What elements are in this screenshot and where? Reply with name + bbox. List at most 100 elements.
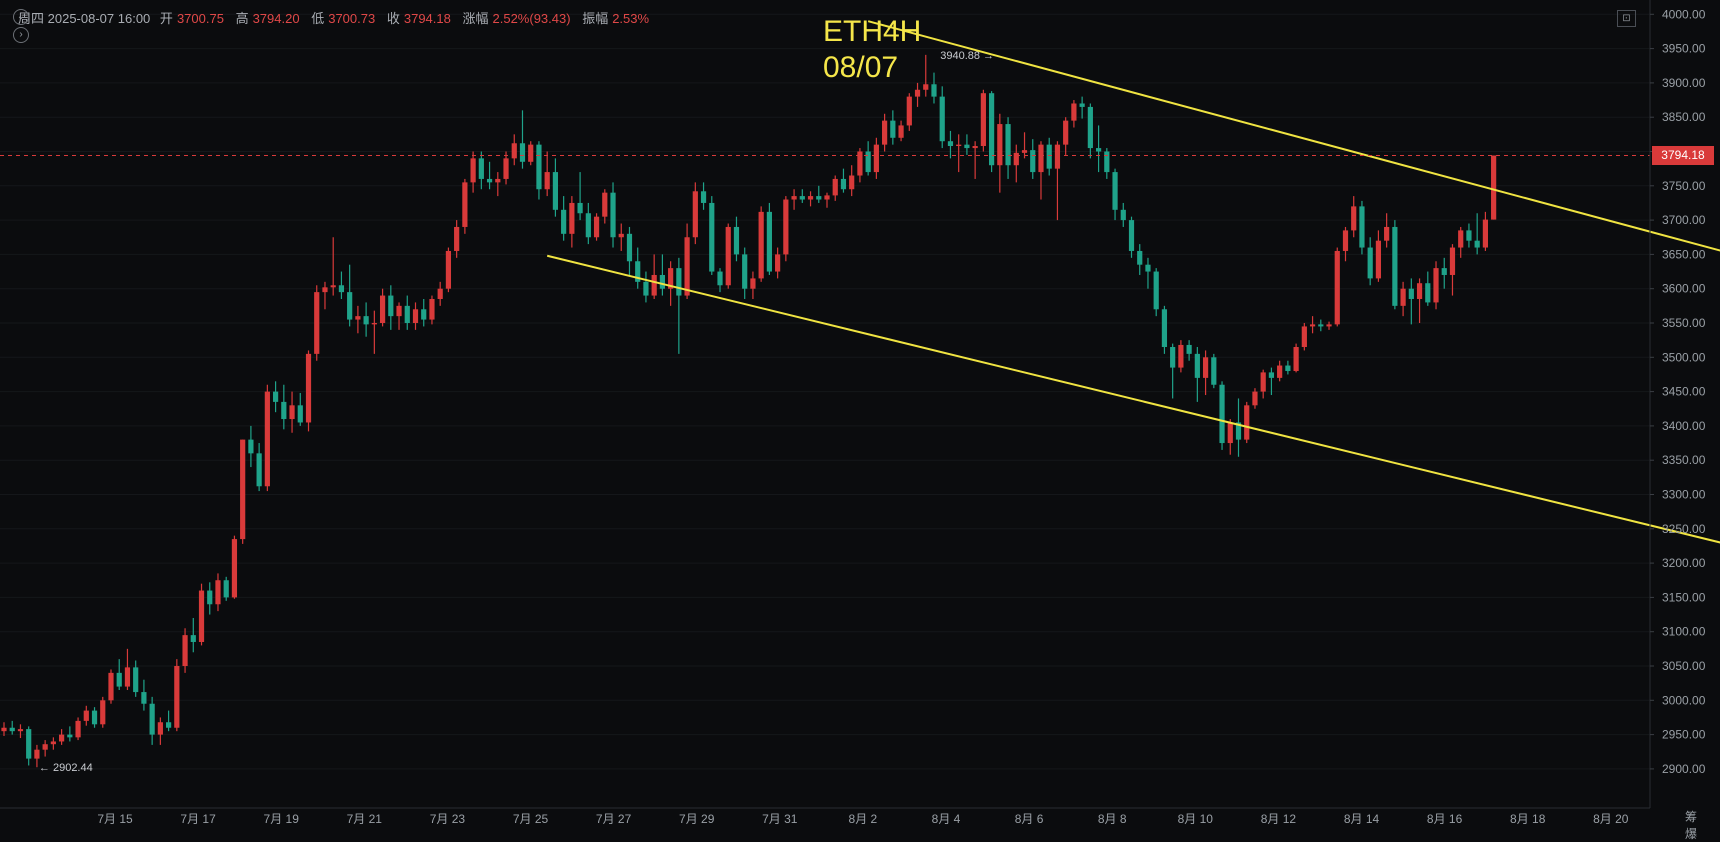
candle[interactable]: [17, 724, 24, 739]
candle[interactable]: [1384, 213, 1390, 248]
candle-body[interactable]: [684, 237, 690, 296]
candle[interactable]: [371, 310, 377, 354]
candle[interactable]: [83, 705, 89, 726]
candle[interactable]: [486, 161, 493, 190]
candle-body[interactable]: [1392, 226, 1398, 306]
candle[interactable]: [898, 120, 904, 142]
candle[interactable]: [421, 298, 427, 327]
candle-body[interactable]: [585, 213, 591, 238]
candle-body[interactable]: [429, 298, 435, 320]
candle-body[interactable]: [1, 727, 7, 732]
candle-body[interactable]: [709, 202, 715, 272]
candle-body[interactable]: [1425, 283, 1431, 303]
candle-body[interactable]: [783, 199, 789, 255]
candle[interactable]: [133, 660, 139, 697]
candle-body[interactable]: [742, 254, 748, 289]
candle[interactable]: [190, 617, 196, 653]
candle-body[interactable]: [75, 720, 81, 738]
candle-body[interactable]: [1449, 247, 1456, 275]
candle[interactable]: [412, 302, 419, 330]
candle-body[interactable]: [1375, 240, 1382, 279]
candle[interactable]: [1153, 268, 1159, 317]
candle[interactable]: [478, 151, 484, 190]
candle[interactable]: [684, 223, 690, 299]
candle-body[interactable]: [149, 703, 155, 735]
candle-body[interactable]: [133, 667, 139, 693]
candle-body[interactable]: [396, 305, 402, 317]
candle-body[interactable]: [939, 96, 945, 142]
candle-body[interactable]: [923, 84, 929, 90]
candle-body[interactable]: [1416, 283, 1423, 299]
candle[interactable]: [1285, 360, 1291, 375]
candle[interactable]: [873, 137, 879, 179]
candle[interactable]: [1334, 247, 1340, 327]
candle-body[interactable]: [59, 734, 65, 742]
candle-body[interactable]: [989, 93, 995, 166]
candle-body[interactable]: [1063, 120, 1069, 145]
candle[interactable]: [593, 213, 600, 241]
candle[interactable]: [264, 384, 270, 492]
candle[interactable]: [1474, 213, 1480, 255]
candle[interactable]: [561, 196, 567, 241]
candle-body[interactable]: [536, 144, 542, 190]
candle[interactable]: [659, 254, 665, 296]
candle[interactable]: [1326, 321, 1332, 330]
candle-body[interactable]: [593, 216, 600, 238]
candle[interactable]: [791, 189, 797, 210]
candle-body[interactable]: [1301, 326, 1307, 348]
candle-body[interactable]: [964, 144, 970, 149]
candle[interactable]: [626, 226, 633, 275]
candle-body[interactable]: [470, 158, 476, 183]
candle-body[interactable]: [1202, 357, 1209, 378]
candle[interactable]: [799, 189, 805, 203]
candle-body[interactable]: [207, 590, 213, 605]
candle-body[interactable]: [956, 144, 962, 147]
candle-body[interactable]: [198, 590, 205, 642]
candle-body[interactable]: [100, 700, 106, 725]
candle-body[interactable]: [412, 309, 419, 323]
candle[interactable]: [1482, 211, 1488, 251]
candle[interactable]: [783, 196, 789, 262]
candle-body[interactable]: [717, 271, 723, 286]
candle[interactable]: [1030, 139, 1036, 179]
candle-body[interactable]: [1342, 230, 1349, 251]
candle[interactable]: [750, 271, 756, 299]
candle[interactable]: [775, 247, 781, 279]
candle-body[interactable]: [602, 192, 608, 217]
candle[interactable]: [141, 679, 147, 711]
candle[interactable]: [198, 583, 205, 646]
candle[interactable]: [914, 82, 921, 107]
candle-body[interactable]: [17, 729, 24, 732]
candle[interactable]: [1186, 340, 1192, 361]
candle-body[interactable]: [1260, 372, 1266, 392]
candle-body[interactable]: [305, 353, 312, 423]
candle[interactable]: [1449, 244, 1456, 296]
candle[interactable]: [1375, 230, 1382, 282]
candle[interactable]: [1128, 216, 1135, 258]
candle[interactable]: [207, 582, 213, 615]
candle[interactable]: [34, 744, 40, 768]
candle-body[interactable]: [914, 89, 921, 97]
candle-body[interactable]: [725, 226, 731, 286]
candle-body[interactable]: [256, 453, 262, 487]
candle-body[interactable]: [857, 151, 863, 176]
candle[interactable]: [297, 392, 303, 426]
candle-body[interactable]: [42, 744, 48, 750]
candle-body[interactable]: [454, 226, 460, 251]
candle-body[interactable]: [824, 195, 830, 200]
trendlines[interactable]: [546, 20, 1720, 584]
candle[interactable]: [1491, 155, 1497, 220]
candle-body[interactable]: [626, 233, 633, 262]
candle[interactable]: [1235, 398, 1242, 457]
collapse-chevron-icon[interactable]: ⌄: [13, 9, 29, 25]
candle-body[interactable]: [486, 178, 493, 183]
candle-body[interactable]: [240, 439, 246, 540]
candlesticks[interactable]: [1, 54, 1497, 768]
candle[interactable]: [100, 696, 106, 728]
candle[interactable]: [709, 196, 715, 275]
candle-body[interactable]: [651, 274, 657, 296]
candle[interactable]: [347, 264, 353, 327]
candle-body[interactable]: [1153, 271, 1159, 310]
candle[interactable]: [923, 54, 929, 97]
candle[interactable]: [1277, 360, 1283, 382]
